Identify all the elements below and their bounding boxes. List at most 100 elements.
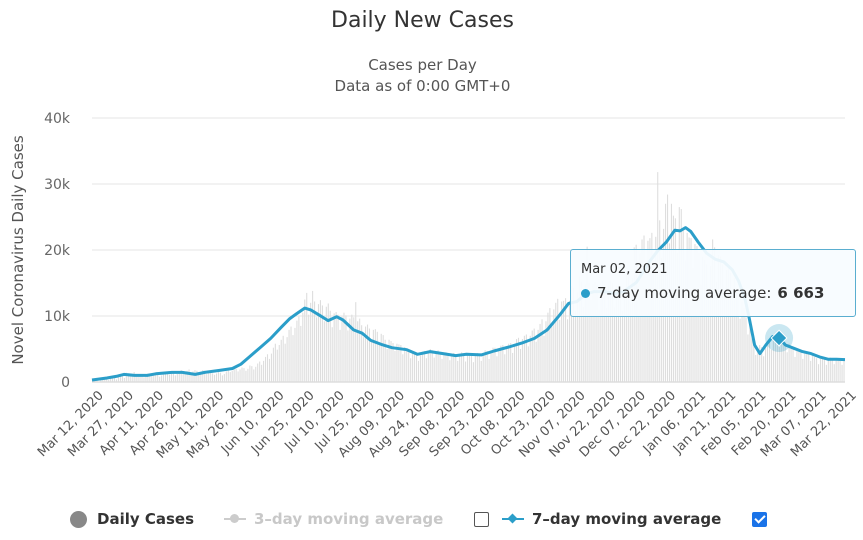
- daily-cases-bar: [778, 347, 780, 382]
- daily-cases-bar: [125, 372, 127, 382]
- daily-cases-bar: [306, 292, 308, 382]
- daily-cases-bar: [480, 360, 482, 382]
- daily-cases-bar: [431, 350, 433, 382]
- y-tick-label: 40k: [44, 111, 71, 127]
- daily-cases-bar: [612, 283, 614, 382]
- checkbox-3-day-average[interactable]: [474, 512, 489, 527]
- daily-cases-bar: [710, 265, 712, 382]
- daily-cases-bar: [341, 316, 343, 382]
- daily-cases-bar: [321, 305, 323, 382]
- daily-cases-bar: [123, 378, 125, 382]
- daily-cases-bar: [478, 353, 480, 382]
- daily-cases-bar: [465, 361, 467, 382]
- daily-cases-bar: [286, 337, 288, 382]
- daily-cases-bar: [725, 269, 727, 382]
- daily-cases-bar: [327, 303, 329, 382]
- daily-cases-bar: [359, 318, 361, 382]
- daily-cases-bar: [741, 301, 743, 382]
- daily-cases-bar: [184, 372, 186, 382]
- daily-cases-bar: [498, 348, 500, 382]
- daily-cases-bar: [366, 324, 369, 382]
- daily-cases-bar: [127, 373, 129, 382]
- daily-cases-bar: [468, 353, 471, 382]
- daily-cases-bar: [494, 347, 496, 382]
- daily-cases-bar: [719, 256, 722, 382]
- tooltip-series-dot-icon: [581, 288, 590, 298]
- daily-cases-bar: [202, 370, 204, 382]
- daily-cases-bar: [196, 370, 198, 382]
- daily-cases-bar: [374, 329, 376, 382]
- daily-cases-bar: [598, 309, 600, 382]
- legend-label-daily-cases: Daily Cases: [97, 510, 195, 528]
- daily-cases-bar: [241, 367, 243, 382]
- daily-cases-bar: [217, 372, 220, 382]
- daily-cases-bar: [435, 351, 437, 382]
- daily-cases-bar: [227, 369, 229, 382]
- daily-cases-bar: [178, 371, 180, 382]
- daily-cases-bar: [798, 350, 800, 382]
- daily-cases-bar: [802, 358, 804, 382]
- checkbox-7-day-average-checked-icon[interactable]: [752, 512, 767, 527]
- daily-cases-bar: [414, 353, 416, 382]
- daily-cases-bar: [139, 376, 141, 382]
- daily-cases-bar: [770, 349, 773, 382]
- daily-cases-bar: [700, 284, 702, 382]
- daily-cases-bar: [270, 353, 272, 382]
- daily-cases-bar: [578, 276, 580, 382]
- daily-cases-bar: [604, 283, 606, 382]
- legend-item-daily-cases[interactable]: Daily Cases: [70, 510, 194, 528]
- daily-cases-bar: [380, 333, 382, 382]
- daily-cases-bar: [763, 356, 765, 382]
- daily-cases-bar: [402, 354, 404, 382]
- daily-cases-bar: [112, 377, 114, 382]
- daily-cases-bar: [841, 364, 843, 382]
- daily-cases-bar: [298, 316, 300, 382]
- daily-cases-bar: [537, 329, 539, 382]
- tooltip-row: 7-day moving average: 6 663: [581, 284, 824, 302]
- daily-cases-bar: [155, 372, 157, 382]
- daily-cases-bar: [568, 300, 571, 382]
- y-tick-label: 0: [61, 375, 70, 391]
- daily-cases-bar: [398, 344, 400, 382]
- daily-cases-bar: [819, 358, 822, 382]
- daily-cases-bar: [229, 372, 231, 382]
- daily-cases-bar: [817, 364, 820, 382]
- daily-cases-bar: [153, 374, 155, 382]
- daily-cases-bar: [549, 308, 551, 382]
- daily-cases-bar: [390, 341, 392, 382]
- daily-cases-bar: [449, 360, 451, 382]
- daily-cases-bar: [463, 354, 465, 382]
- daily-cases-bar: [151, 376, 153, 382]
- daily-cases-bar: [737, 297, 739, 382]
- daily-cases-bar: [194, 370, 196, 382]
- daily-cases-bar: [357, 321, 359, 382]
- tooltip-date: Mar 02, 2021: [581, 262, 668, 277]
- daily-cases-bar: [117, 376, 120, 382]
- daily-cases-chart[interactable]: 0 10k 20k 30k 40k Novel Coronavirus Daily Cas…: [0, 0, 863, 505]
- daily-cases-bar: [743, 308, 745, 382]
- daily-cases-bar: [698, 252, 700, 382]
- legend-item-7-day-average[interactable]: 7–day moving average: [502, 510, 721, 528]
- daily-cases-bar: [502, 345, 504, 382]
- daily-cases-bar: [751, 338, 753, 382]
- daily-cases-bar: [780, 335, 782, 382]
- daily-cases-bar: [466, 355, 469, 382]
- daily-cases-bar: [514, 344, 516, 382]
- daily-cases-bar: [149, 375, 151, 382]
- daily-cases-bar: [429, 349, 431, 382]
- daily-cases-bar: [245, 370, 247, 382]
- daily-cases-bar: [206, 374, 208, 382]
- daily-cases-bar: [276, 349, 278, 382]
- daily-cases-bar: [833, 364, 835, 382]
- daily-cases-bar: [174, 375, 176, 382]
- daily-cases-bar: [553, 309, 555, 382]
- daily-cases-bar: [119, 374, 121, 382]
- daily-cases-bar: [280, 339, 282, 382]
- daily-cases-bar: [325, 306, 327, 382]
- legend-item-3-day-average[interactable]: 3–day moving average: [224, 510, 443, 528]
- daily-cases-bar: [533, 328, 535, 382]
- daily-cases-bar: [157, 374, 159, 382]
- daily-cases-bar: [474, 355, 476, 382]
- daily-cases-bar: [637, 286, 639, 382]
- daily-cases-bar: [825, 364, 827, 382]
